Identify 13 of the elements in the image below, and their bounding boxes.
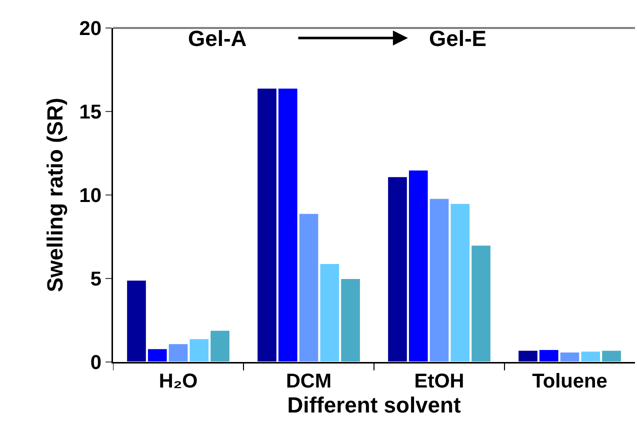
y-axis-title: Swelling ratio (SR) [42, 98, 68, 292]
y-tick-label: 5 [90, 268, 102, 290]
y-tick-label: 20 [79, 18, 102, 40]
annotation: Gel-E [429, 26, 486, 51]
annotation: Gel-A [188, 26, 247, 51]
x-tick-label: Toluene [532, 370, 608, 392]
y-tick-label: 10 [79, 185, 102, 207]
y-tick-label: 15 [79, 102, 102, 124]
x-axis-title: Different solvent [287, 392, 462, 418]
x-tick-label: H₂O [158, 370, 198, 392]
x-tick-label: DCM [286, 370, 332, 392]
y-tick-label: 0 [90, 352, 102, 374]
x-tick-label: EtOH [414, 370, 464, 392]
